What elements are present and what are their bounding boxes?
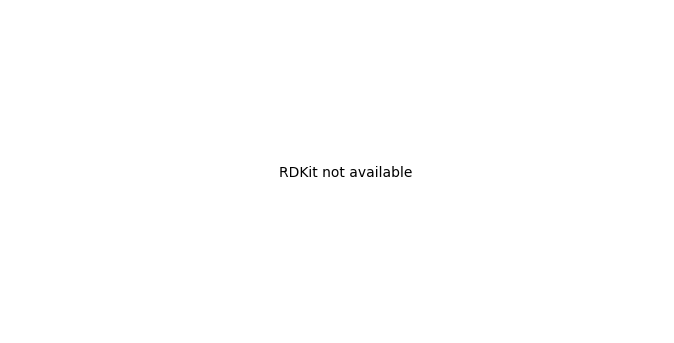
Text: RDKit not available: RDKit not available xyxy=(279,166,412,180)
